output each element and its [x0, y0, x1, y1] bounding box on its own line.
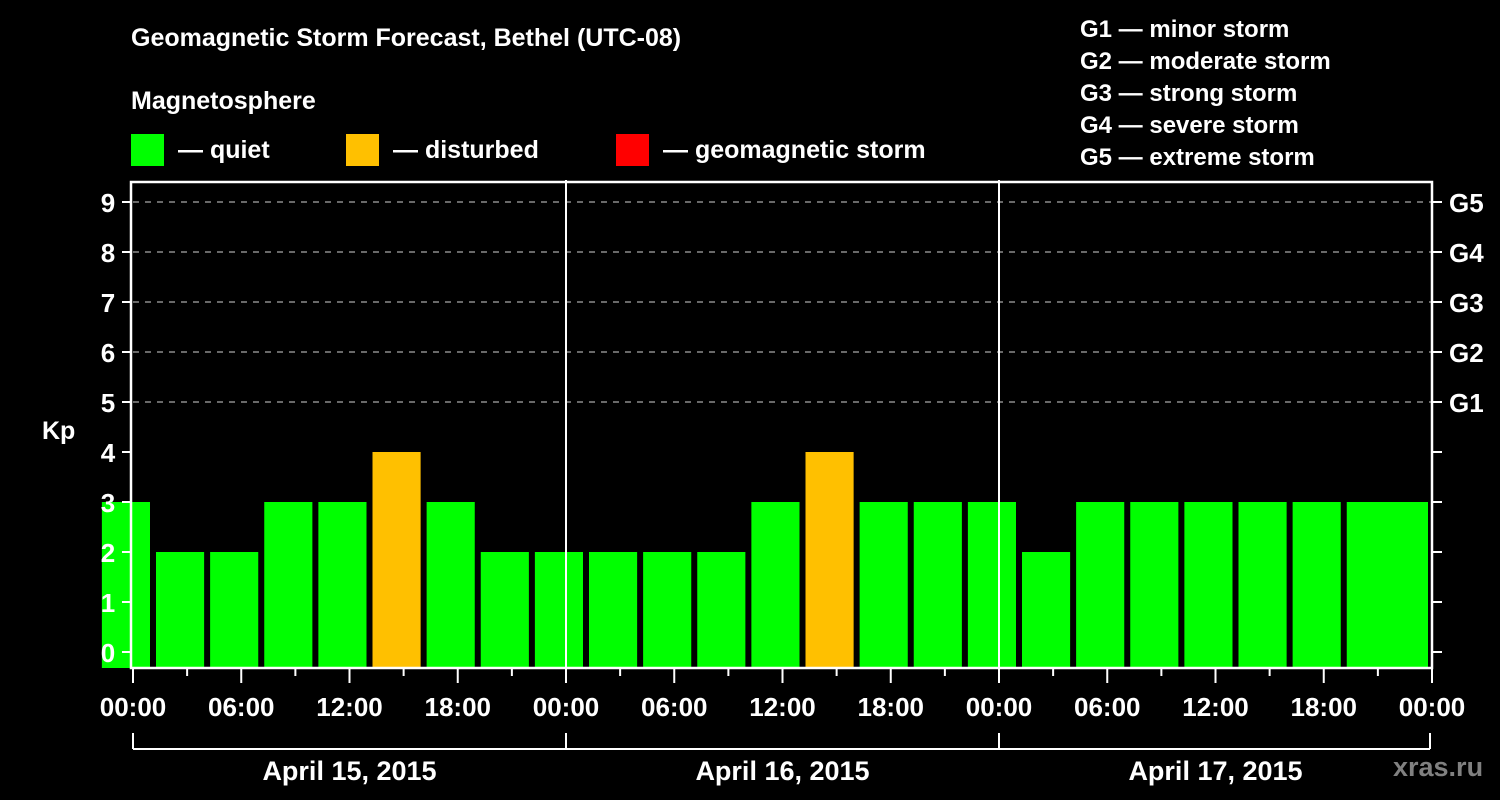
x-tick-label: 18:00 — [425, 692, 492, 722]
kp-bars — [101, 452, 1428, 668]
g5-description: G5 — extreme storm — [1080, 144, 1315, 171]
g2-description: G2 — moderate storm — [1080, 48, 1331, 75]
y-tick-label: 5 — [101, 388, 115, 418]
y-axis-label: Kp — [42, 417, 75, 445]
y-tick-label: 9 — [101, 188, 115, 218]
legend-disturbed-label: — disturbed — [393, 135, 539, 164]
day-label: April 17, 2015 — [1128, 756, 1302, 786]
chart-title: Geomagnetic Storm Forecast, Bethel (UTC-… — [131, 24, 682, 52]
x-tick-label: 06:00 — [208, 692, 275, 722]
x-tick-label: 06:00 — [641, 692, 708, 722]
g-level-label: G2 — [1449, 338, 1484, 368]
legend-disturbed: — disturbed — [346, 133, 539, 167]
x-tick-label: 12:00 — [749, 692, 816, 722]
disturbed-swatch-icon — [346, 134, 379, 166]
g1-description: G1 — minor storm — [1080, 16, 1290, 43]
x-tick-label: 00:00 — [1399, 692, 1466, 722]
day-label: April 16, 2015 — [695, 756, 869, 786]
x-tick-label: 00:00 — [100, 692, 167, 722]
watermark: xras.ru — [1393, 752, 1484, 782]
kp-bar — [1022, 552, 1071, 668]
quiet-swatch-icon — [131, 134, 164, 166]
y-tick-label: 1 — [101, 588, 115, 618]
y-tick-label: 6 — [101, 338, 115, 368]
kp-bar — [913, 502, 962, 668]
x-tick-label: 18:00 — [858, 692, 925, 722]
day-label: April 15, 2015 — [262, 756, 436, 786]
kp-bar — [1292, 502, 1341, 668]
g-level-label: G1 — [1449, 388, 1484, 418]
storm-swatch-icon — [616, 134, 649, 166]
kp-bar — [1238, 502, 1287, 668]
x-tick-label: 00:00 — [966, 692, 1033, 722]
x-tick-label: 18:00 — [1291, 692, 1358, 722]
x-tick-label: 12:00 — [316, 692, 383, 722]
kp-bar — [1184, 502, 1233, 668]
kp-bar — [751, 502, 800, 668]
kp-bar — [426, 502, 475, 668]
kp-bar — [859, 502, 908, 668]
axes — [122, 180, 1442, 750]
g-level-label: G3 — [1449, 288, 1484, 318]
legend-heading: Magnetosphere — [131, 87, 316, 115]
kp-bar — [697, 552, 746, 668]
x-tick-label: 00:00 — [533, 692, 600, 722]
legend-storm: — geomagnetic storm — [616, 133, 926, 167]
axis-labels: 0 1 2 3 4 5 6 7 8 9 G1 G2 G3 G4 G5 00:00 06:00 12:00 18:00… — [100, 188, 1484, 786]
kp-bar — [264, 502, 313, 668]
y-tick-label: 4 — [101, 438, 116, 468]
kp-bar — [805, 452, 854, 668]
g3-description: G3 — strong storm — [1080, 80, 1298, 107]
legend-storm-label: — geomagnetic storm — [663, 135, 926, 164]
kp-bar — [210, 552, 259, 668]
g-level-label: G4 — [1449, 238, 1484, 268]
legend-quiet-label: — quiet — [178, 135, 270, 164]
kp-bar — [1130, 502, 1179, 668]
g-level-label: G5 — [1449, 188, 1484, 218]
y-tick-label: 0 — [101, 638, 115, 668]
kp-bar — [967, 502, 1016, 668]
g4-description: G4 — severe storm — [1080, 112, 1299, 139]
x-tick-label: 12:00 — [1182, 692, 1249, 722]
y-tick-label: 2 — [101, 538, 115, 568]
legend-quiet: — quiet — [131, 133, 270, 167]
kp-bar — [1076, 502, 1125, 668]
kp-bar — [480, 552, 529, 668]
y-tick-label: 7 — [101, 288, 115, 318]
storm-scale-legend: G1 — minor storm G2 — moderate storm G3 … — [1080, 14, 1331, 174]
kp-bar — [589, 552, 638, 668]
kp-bar — [318, 502, 367, 668]
kp-bar — [1346, 502, 1428, 668]
y-tick-label: 3 — [101, 488, 115, 518]
kp-bar — [643, 552, 692, 668]
y-tick-label: 8 — [101, 238, 115, 268]
gridlines — [133, 201, 1432, 403]
kp-bar — [101, 502, 150, 668]
kp-bar — [156, 552, 205, 668]
x-tick-label: 06:00 — [1074, 692, 1141, 722]
kp-bar — [372, 452, 421, 668]
kp-bar — [534, 552, 583, 668]
